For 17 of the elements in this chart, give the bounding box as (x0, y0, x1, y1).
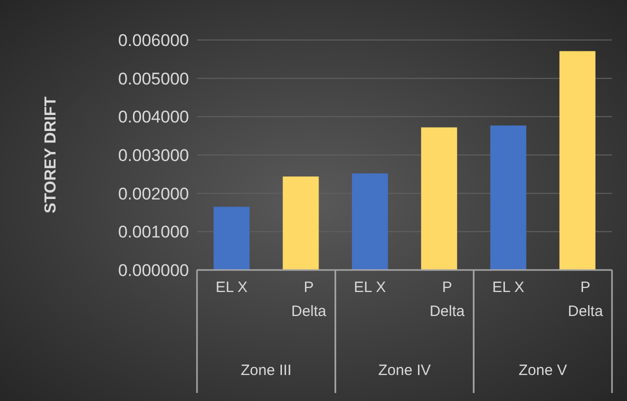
y-tick-label: 0.005000 (118, 69, 189, 88)
y-axis-title: STOREY DRIFT (42, 96, 60, 214)
y-tick-label: 0.000000 (118, 261, 189, 280)
text: Zone IV (378, 362, 431, 379)
y-tick-label: 0.003000 (118, 146, 189, 166)
x-tick-label: EL X (216, 279, 248, 296)
x-tick-label: P Delta (568, 279, 604, 320)
x-tick-label: EL X (354, 279, 386, 296)
y-tick-label: 0.004000 (118, 108, 189, 127)
x-tick-label: P Delta (291, 279, 327, 320)
text: Zone III (240, 362, 292, 379)
text: Zone V (518, 362, 568, 379)
x-tick-label: P Delta (430, 279, 466, 320)
y-tick-label: 0.001000 (118, 222, 189, 242)
y-tick-label: 0.002000 (118, 184, 189, 204)
y-tick-label: 0.006000 (118, 31, 189, 50)
x-tick-label: EL X (492, 279, 524, 296)
